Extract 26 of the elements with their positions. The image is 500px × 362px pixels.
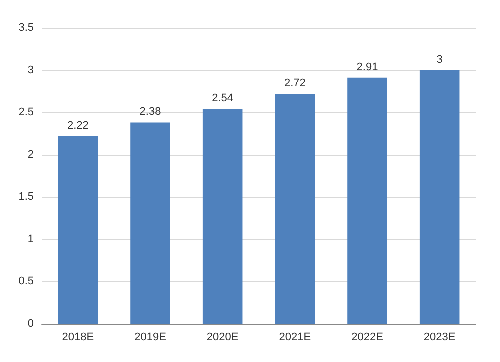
data-label: 2.22 — [67, 120, 89, 132]
y-tick-label: 2 — [28, 148, 34, 161]
data-label: 2.38 — [140, 106, 162, 118]
x-tick-label: 2019E — [134, 332, 166, 344]
x-tick-label: 2020E — [206, 332, 239, 344]
y-tick-label: 3 — [28, 64, 34, 76]
x-tick-label: 2021E — [279, 332, 312, 344]
x-tick-label: 2018E — [62, 332, 94, 344]
data-label: 3 — [436, 54, 443, 66]
bar — [58, 136, 98, 324]
y-tick-label: 1 — [28, 233, 34, 246]
bar — [130, 122, 170, 324]
data-label: 2.72 — [284, 77, 306, 90]
y-tick-label: 0 — [28, 318, 34, 330]
data-label: 2.91 — [356, 61, 378, 74]
x-tick-label: 2023E — [424, 332, 456, 344]
bar — [275, 94, 316, 324]
bar — [420, 70, 460, 324]
bar — [202, 109, 243, 324]
x-tick-label: 2022E — [352, 332, 384, 344]
y-tick-label: 3.5 — [18, 22, 34, 34]
y-tick-label: 0.5 — [18, 276, 34, 288]
y-tick-label: 2.5 — [18, 106, 34, 119]
data-label: 2.54 — [212, 92, 234, 105]
y-tick-label: 1.5 — [18, 191, 34, 204]
bar — [348, 78, 388, 324]
